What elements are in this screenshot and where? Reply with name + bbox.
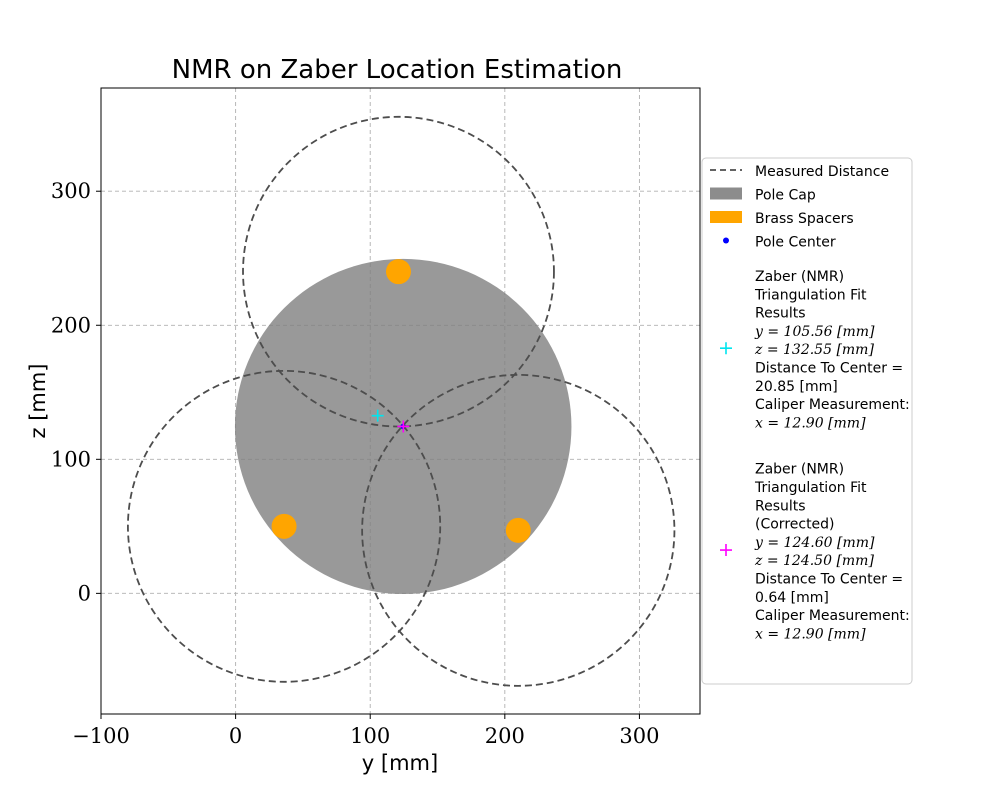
legend-entry-text: 0.64 [mm] — [755, 590, 829, 606]
brass-spacer — [505, 517, 531, 543]
legend-handle-patch — [710, 187, 742, 200]
legend-entry-text: 20.85 [mm] — [755, 379, 838, 395]
legend-entry-text: Pole Cap — [755, 188, 816, 204]
legend: Measured Distance Pole Cap Brass Spacers Po… — [701, 157, 913, 685]
legend-entry-text: Results — [755, 498, 806, 514]
brass-spacer — [385, 259, 411, 285]
x-tick-label: 200 — [485, 724, 525, 748]
legend-handle-plus — [720, 544, 732, 557]
y-axis-label: z [mm] — [26, 364, 50, 439]
legend-entry-text: Zaber (NMR) — [755, 269, 844, 285]
legend-entry-text: Measured Distance — [755, 164, 889, 180]
legend-entry-text: Distance To Center = — [755, 572, 903, 588]
legend-handle-plus — [720, 342, 732, 355]
legend-entry-text: Triangulation Fit — [754, 480, 867, 496]
x-axis-label: y [mm] — [362, 751, 438, 775]
legend-box — [701, 157, 913, 685]
x-tick-label: 300 — [619, 724, 659, 748]
fit-point-marker — [371, 409, 384, 422]
y-tick-label: 100 — [51, 447, 91, 471]
x-tick-label: 100 — [350, 724, 390, 748]
legend-entry-text: z = 132.55 [mm] — [754, 342, 874, 358]
measured-distance-circle — [361, 373, 676, 687]
legend-entry-text: Caliper Measurement: — [755, 608, 910, 624]
axes-frame — [100, 87, 701, 715]
plot-area — [127, 115, 676, 687]
legend-entry-text: x = 12.90 [mm] — [755, 415, 866, 431]
fit-point-marker — [397, 420, 410, 433]
plot-contents — [127, 115, 676, 687]
legend-entry-text: x = 12.90 [mm] — [755, 626, 866, 642]
x-tick-label: 0 — [229, 724, 242, 748]
legend-entry-text: Caliper Measurement: — [755, 397, 910, 413]
x-tick-label: −100 — [72, 724, 130, 748]
legend-handle-dot — [723, 237, 729, 244]
legend-entry-text: Brass Spacers — [755, 211, 854, 227]
legend-entry-text: Pole Center — [755, 235, 836, 251]
brass-spacer — [271, 513, 297, 539]
legend-handle-patch — [710, 211, 742, 223]
legend-entry-text: z = 124.50 [mm] — [754, 553, 874, 569]
legend-entry-text: (Corrected) — [755, 517, 835, 533]
legend-entry-text: y = 124.60 [mm] — [754, 535, 875, 551]
legend-entry-text: Zaber (NMR) — [755, 462, 844, 478]
legend-entry-text: Distance To Center = — [755, 361, 903, 377]
y-tick-label: 200 — [51, 313, 91, 337]
legend-entry-text: Triangulation Fit — [754, 287, 867, 303]
chart-title: NMR on Zaber Location Estimation — [172, 55, 623, 85]
y-tick-label: 300 — [51, 179, 91, 203]
legend-entry-text: Results — [755, 306, 806, 322]
y-tick-label: 0 — [78, 581, 91, 605]
legend-entry-text: y = 105.56 [mm] — [754, 324, 875, 340]
ticks: −100 0 100 200 300 0 100 200 300 — [51, 179, 660, 748]
measured-distance-circle — [127, 369, 442, 683]
